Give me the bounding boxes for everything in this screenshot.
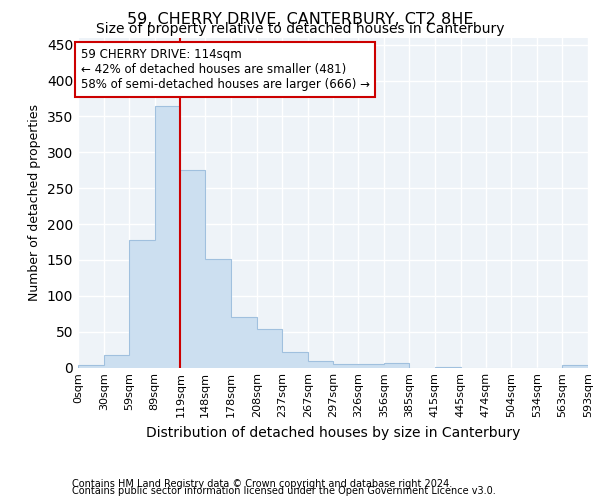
Y-axis label: Number of detached properties: Number of detached properties	[28, 104, 41, 301]
Text: Contains HM Land Registry data © Crown copyright and database right 2024.: Contains HM Land Registry data © Crown c…	[72, 479, 452, 489]
Text: Contains public sector information licensed under the Open Government Licence v3: Contains public sector information licen…	[72, 486, 496, 496]
Text: 59 CHERRY DRIVE: 114sqm
← 42% of detached houses are smaller (481)
58% of semi-d: 59 CHERRY DRIVE: 114sqm ← 42% of detache…	[80, 48, 370, 92]
Text: Size of property relative to detached houses in Canterbury: Size of property relative to detached ho…	[96, 22, 504, 36]
Text: 59, CHERRY DRIVE, CANTERBURY, CT2 8HE: 59, CHERRY DRIVE, CANTERBURY, CT2 8HE	[127, 12, 473, 26]
X-axis label: Distribution of detached houses by size in Canterbury: Distribution of detached houses by size …	[146, 426, 520, 440]
